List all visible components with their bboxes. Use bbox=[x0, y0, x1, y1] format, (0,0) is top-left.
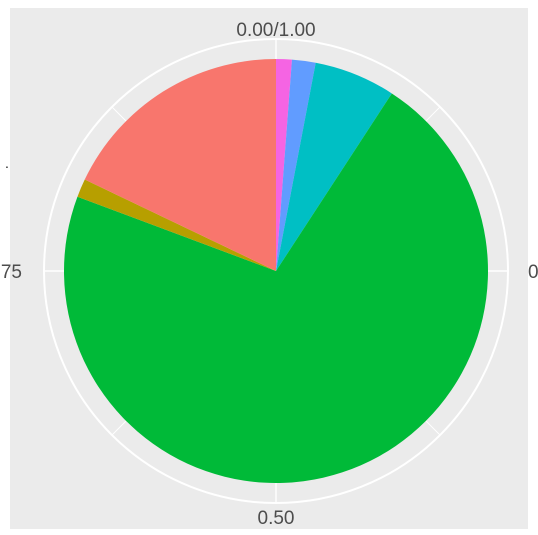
pie-slices bbox=[64, 58, 489, 483]
pie-slice-2 bbox=[276, 59, 316, 271]
theta-tick-label: 0.50 bbox=[258, 508, 295, 529]
y-axis-tick-label: . bbox=[5, 155, 9, 171]
pie-slice-1 bbox=[276, 58, 292, 271]
theta-tick-label: 0.25 bbox=[528, 262, 538, 283]
theta-tick-label: 0.00/1.00 bbox=[236, 20, 315, 41]
pie-slice-5 bbox=[77, 179, 276, 271]
pie-slice-3 bbox=[276, 62, 392, 272]
pie-slice-6 bbox=[84, 59, 276, 271]
theta-tick-label: 0.75 bbox=[0, 262, 22, 283]
theta-tick-labels: 0.00/1.00 0.25 0.50 0.75 bbox=[0, 20, 538, 529]
pie-slice-4 bbox=[64, 93, 489, 483]
